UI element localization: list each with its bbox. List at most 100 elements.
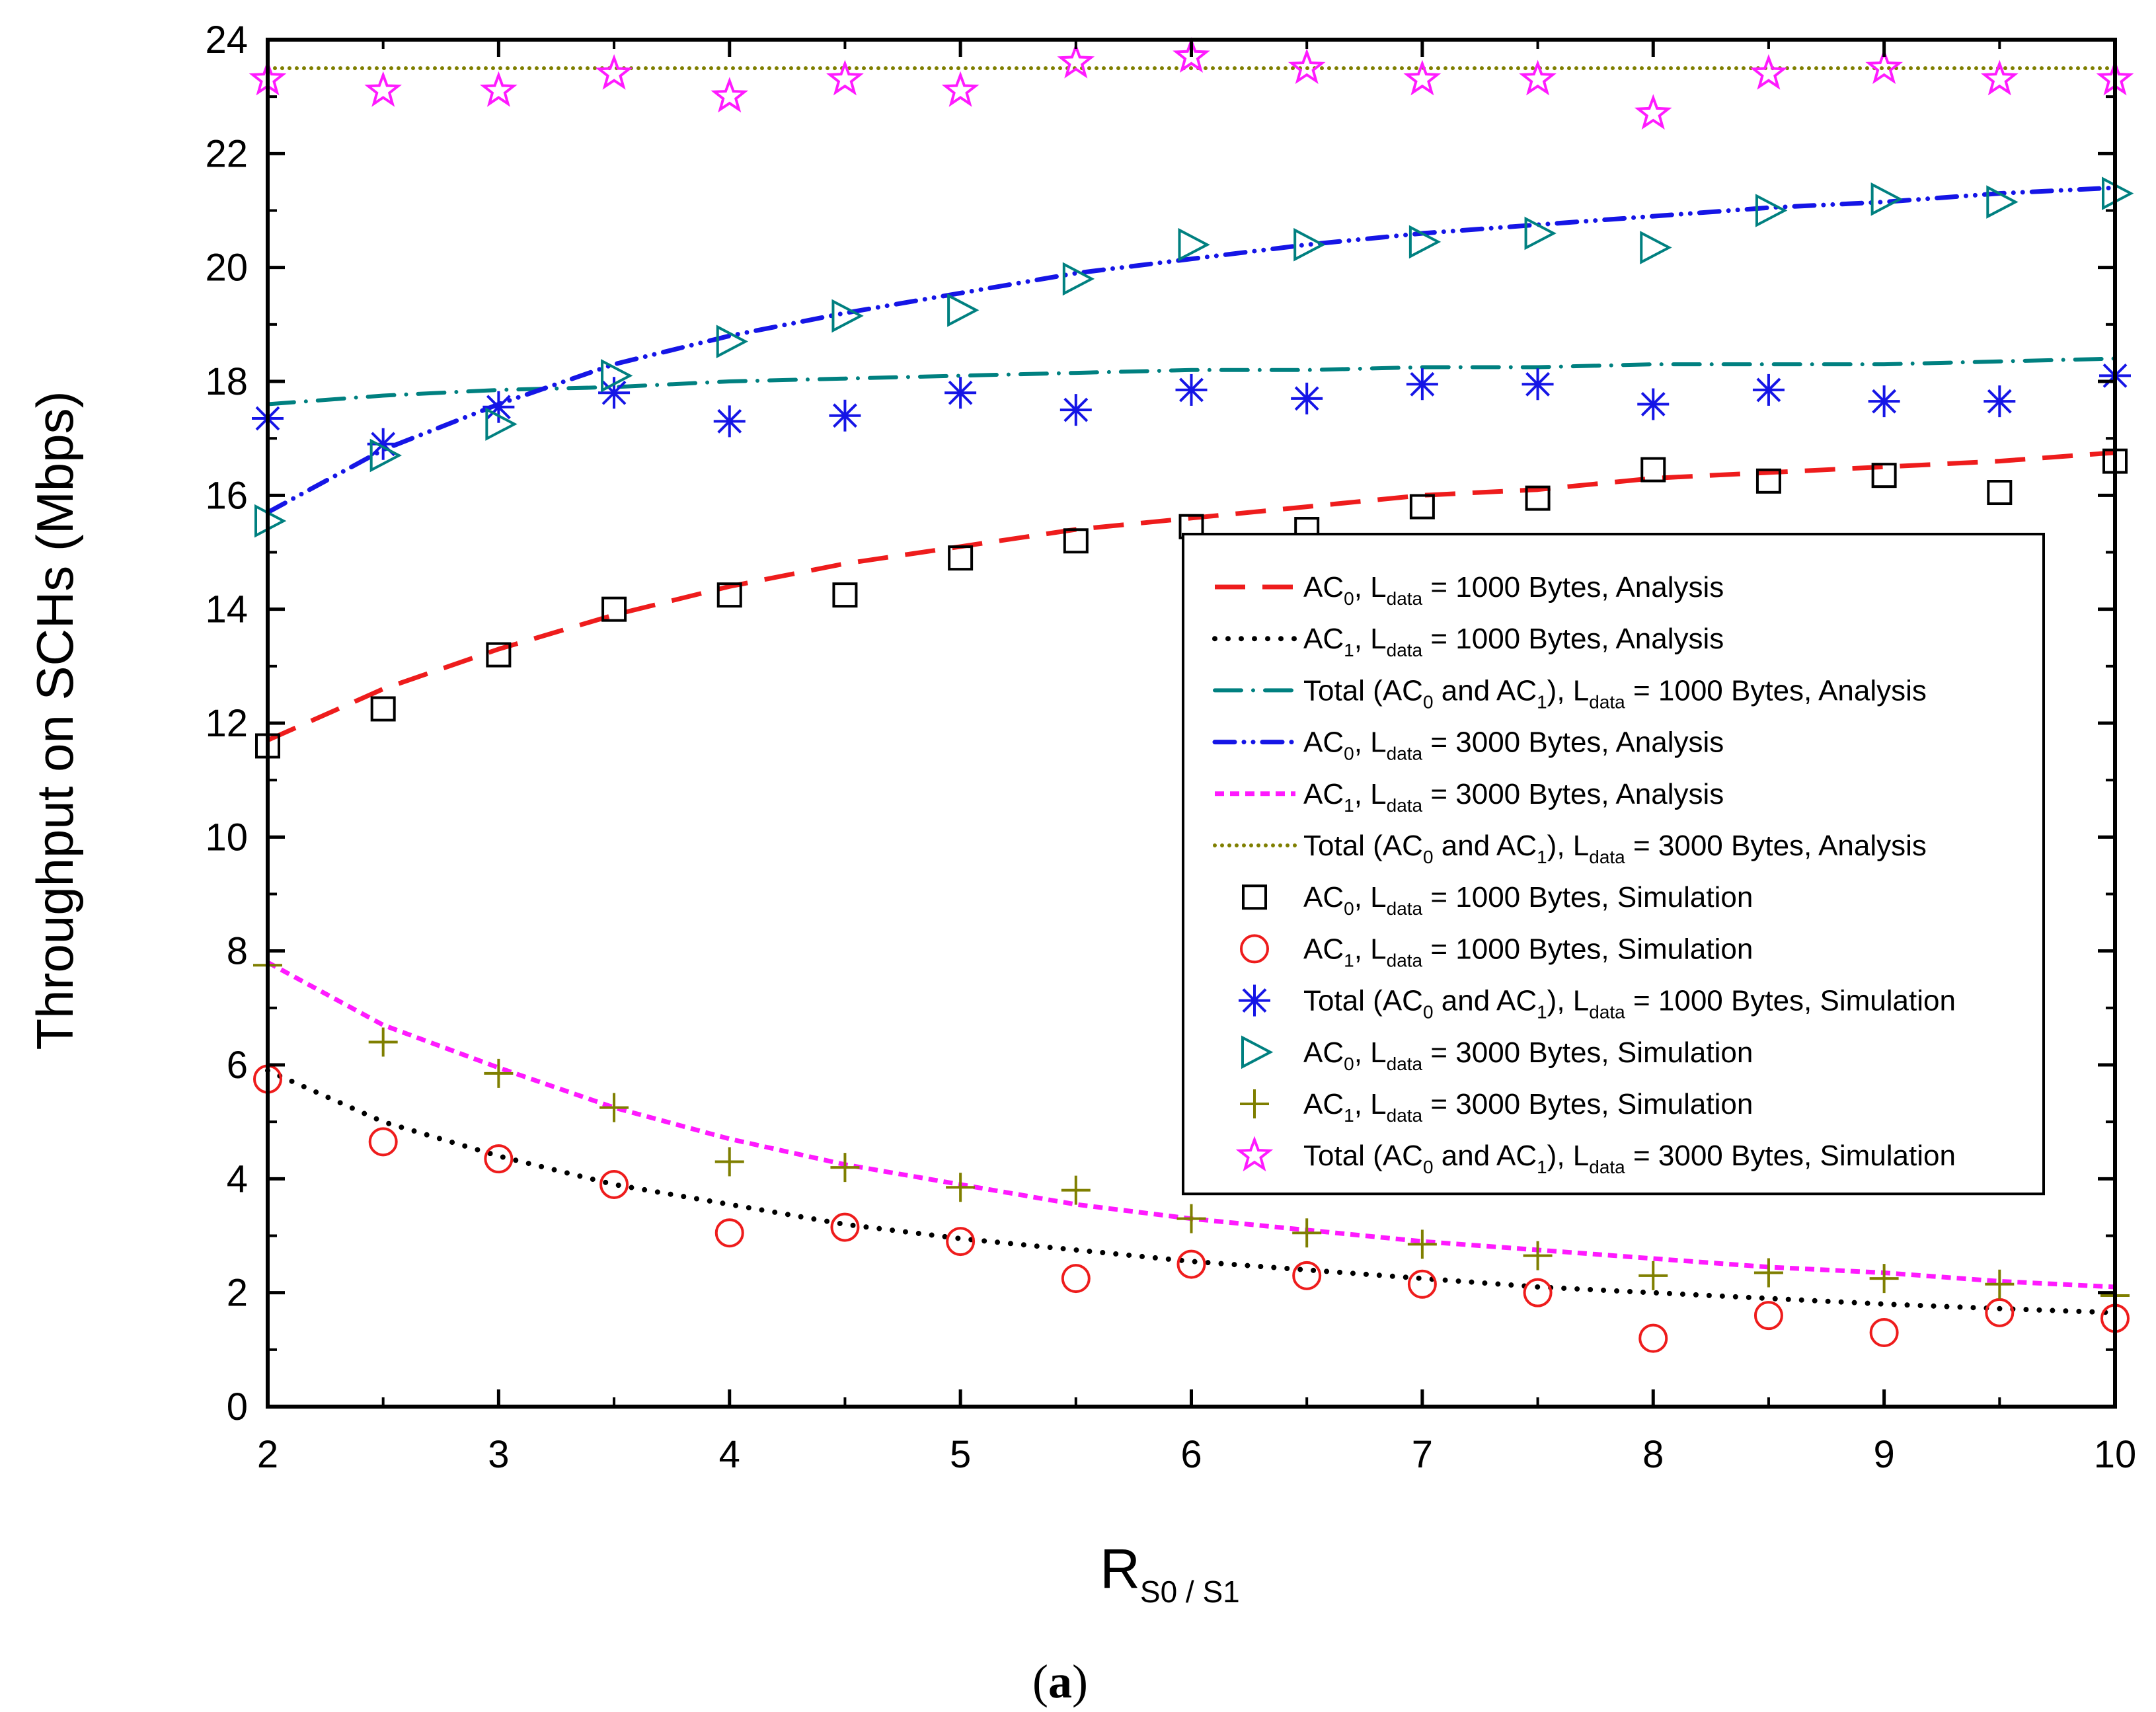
point-ac1_3000_sim-8	[1176, 1204, 1206, 1233]
point-ac1_1000_sim-10	[1407, 1269, 1437, 1299]
legend-label-part: AC	[1303, 1036, 1344, 1069]
series-line-total_1000_analysis	[266, 356, 2117, 407]
legend-label-part: Total (AC	[1303, 985, 1423, 1017]
legend-item-ac0_1000_sim: AC0, Ldata = 1000 Bytes, Simulation	[1242, 881, 1753, 919]
point-ac0_3000_sim-13	[1755, 194, 1788, 227]
series-total_3000_sim	[249, 37, 2134, 130]
point-total_1000_sim-10	[1406, 368, 1438, 401]
legend-label-part: 0	[1423, 691, 1434, 712]
point-ac0_3000_sim-14	[1870, 182, 1903, 216]
legend-label-part: 0	[1344, 588, 1354, 609]
legend-item-ac1_3000_analysis: AC1, Ldata = 3000 Bytes, Analysis	[1215, 778, 1724, 816]
point-ac0_3000_sim-2	[485, 407, 518, 441]
legend-label-part: data	[1387, 588, 1423, 609]
legend-label-part: AC	[1303, 933, 1344, 965]
legend-item-ac0_1000_analysis: AC0, Ldata = 1000 Bytes, Analysis	[1215, 571, 1724, 609]
legend-label-part: data	[1387, 898, 1423, 919]
point-ac0_1000_sim-4	[716, 582, 742, 608]
point-ac1_3000_sim-11	[1523, 1241, 1553, 1270]
y-tick-label-4: 8	[227, 930, 248, 973]
point-ac0_1000_sim-1	[370, 696, 396, 722]
legend-label-part: = 1000 Bytes, Analysis	[1625, 674, 1927, 707]
point-ac0_3000_sim-7	[1062, 262, 1095, 296]
y-tick-label-2: 4	[227, 1157, 248, 1200]
x-tick-label-4: 6	[1180, 1433, 1202, 1476]
legend-label-part: 1	[1537, 691, 1547, 712]
point-ac0_1000_sim-14	[1871, 463, 1897, 488]
point-ac0_1000_sim-15	[1987, 480, 2013, 506]
point-total_3000_sim-14	[1865, 48, 1904, 85]
legend-label-part: AC	[1303, 881, 1344, 914]
series-total_1000_sim	[252, 360, 2131, 460]
legend-label-part: , L	[1354, 778, 1387, 810]
point-ac0_3000_sim-9	[1293, 227, 1326, 262]
legend-label-part: data	[1387, 1054, 1423, 1074]
point-total_3000_sim-15	[1981, 59, 2019, 96]
legend-label-ac1_1000_sim: AC1, Ldata = 1000 Bytes, Simulation	[1303, 933, 1753, 970]
point-total_3000_sim-4	[711, 77, 749, 113]
point-ac1_3000_sim-13	[1753, 1258, 1783, 1288]
point-total_1000_sim-13	[1752, 373, 1785, 406]
legend-label-part: data	[1589, 847, 1625, 867]
point-ac1_3000_sim-10	[1407, 1229, 1437, 1259]
series-ac0_3000_analysis	[265, 185, 2118, 515]
point-ac0_3000_sim-11	[1524, 216, 1557, 251]
legend-label-part: ), L	[1547, 830, 1590, 862]
x-tick-label-1: 3	[488, 1433, 509, 1476]
y-axis-title: Throughput on SCHs (Mbps)	[26, 391, 84, 1050]
legend-label-part: AC	[1303, 778, 1344, 810]
legend-label-part: data	[1589, 1157, 1625, 1177]
legend-label-part: and AC	[1434, 830, 1537, 862]
legend-label-part: = 1000 Bytes, Simulation	[1422, 933, 1753, 965]
point-ac1_3000_sim-4	[714, 1147, 744, 1177]
point-ac1_3000_sim-3	[599, 1093, 629, 1122]
legend-label-part: data	[1387, 744, 1423, 764]
legend-label-part: , L	[1354, 726, 1387, 759]
legend-label-part: 1	[1537, 1157, 1547, 1177]
legend-label-part: 1	[1344, 640, 1354, 660]
legend-label-part: AC	[1303, 1088, 1344, 1120]
x-tick-label-3: 5	[950, 1433, 971, 1476]
point-ac0_3000_sim-6	[947, 293, 980, 327]
figure-caption: (a)	[1032, 1655, 1088, 1708]
point-ac1_3000_sim-15	[1985, 1269, 2015, 1299]
point-total_3000_sim-12	[1634, 94, 1672, 130]
legend-label-part: data	[1589, 1002, 1625, 1023]
legend-label-part: ), L	[1547, 985, 1590, 1017]
legend-label-part: 0	[1423, 1002, 1434, 1023]
y-tick-label-8: 16	[205, 474, 248, 517]
legend-label-part: data	[1387, 795, 1423, 816]
y-tick-label-6: 12	[205, 702, 248, 745]
legend-label-part: = 3000 Bytes, Analysis	[1422, 726, 1724, 759]
point-ac0_3000_sim-10	[1408, 225, 1442, 259]
legend-label-part: = 1000 Bytes, Simulation	[1625, 985, 1956, 1017]
legend-label-part: 0	[1423, 847, 1434, 867]
legend-label-part: , L	[1354, 623, 1387, 655]
point-ac0_1000_sim-13	[1755, 468, 1781, 494]
y-tick-label-12: 24	[205, 19, 248, 61]
point-ac1_1000_sim-5	[830, 1212, 860, 1242]
point-ac1_1000_sim-4	[714, 1218, 744, 1248]
legend-label-total_3000_analysis: Total (AC0 and AC1), Ldata = 3000 Bytes,…	[1303, 830, 1927, 867]
point-total_1000_sim-12	[1637, 388, 1670, 420]
legend-label-part: Total (AC	[1303, 830, 1423, 862]
legend-swatch-ac1_3000_sim	[1240, 1089, 1269, 1118]
legend-label-part: data	[1589, 691, 1625, 712]
legend-item-ac1_1000_sim: AC1, Ldata = 1000 Bytes, Simulation	[1240, 933, 1753, 970]
point-total_1000_sim-7	[1059, 394, 1092, 426]
legend-label-ac0_1000_sim: AC0, Ldata = 1000 Bytes, Simulation	[1303, 881, 1753, 919]
legend-item-total_3000_sim: Total (AC0 and AC1), Ldata = 3000 Bytes,…	[1235, 1136, 1956, 1177]
caption-letter: a	[1048, 1655, 1072, 1708]
point-ac0_1000_sim-3	[601, 596, 627, 622]
legend-label-part: 1	[1344, 1105, 1354, 1126]
legend-label-total_1000_sim: Total (AC0 and AC1), Ldata = 1000 Bytes,…	[1303, 985, 1956, 1023]
point-total_3000_sim-7	[1057, 42, 1095, 79]
point-ac0_3000_sim-12	[1640, 231, 1672, 264]
x-tick-label-7: 9	[1873, 1433, 1894, 1476]
x-tick-label-8: 10	[2094, 1433, 2137, 1476]
point-ac1_1000_sim-11	[1523, 1278, 1553, 1307]
point-ac1_1000_sim-8	[1176, 1249, 1206, 1279]
point-ac0_3000_sim-15	[1986, 185, 2019, 219]
